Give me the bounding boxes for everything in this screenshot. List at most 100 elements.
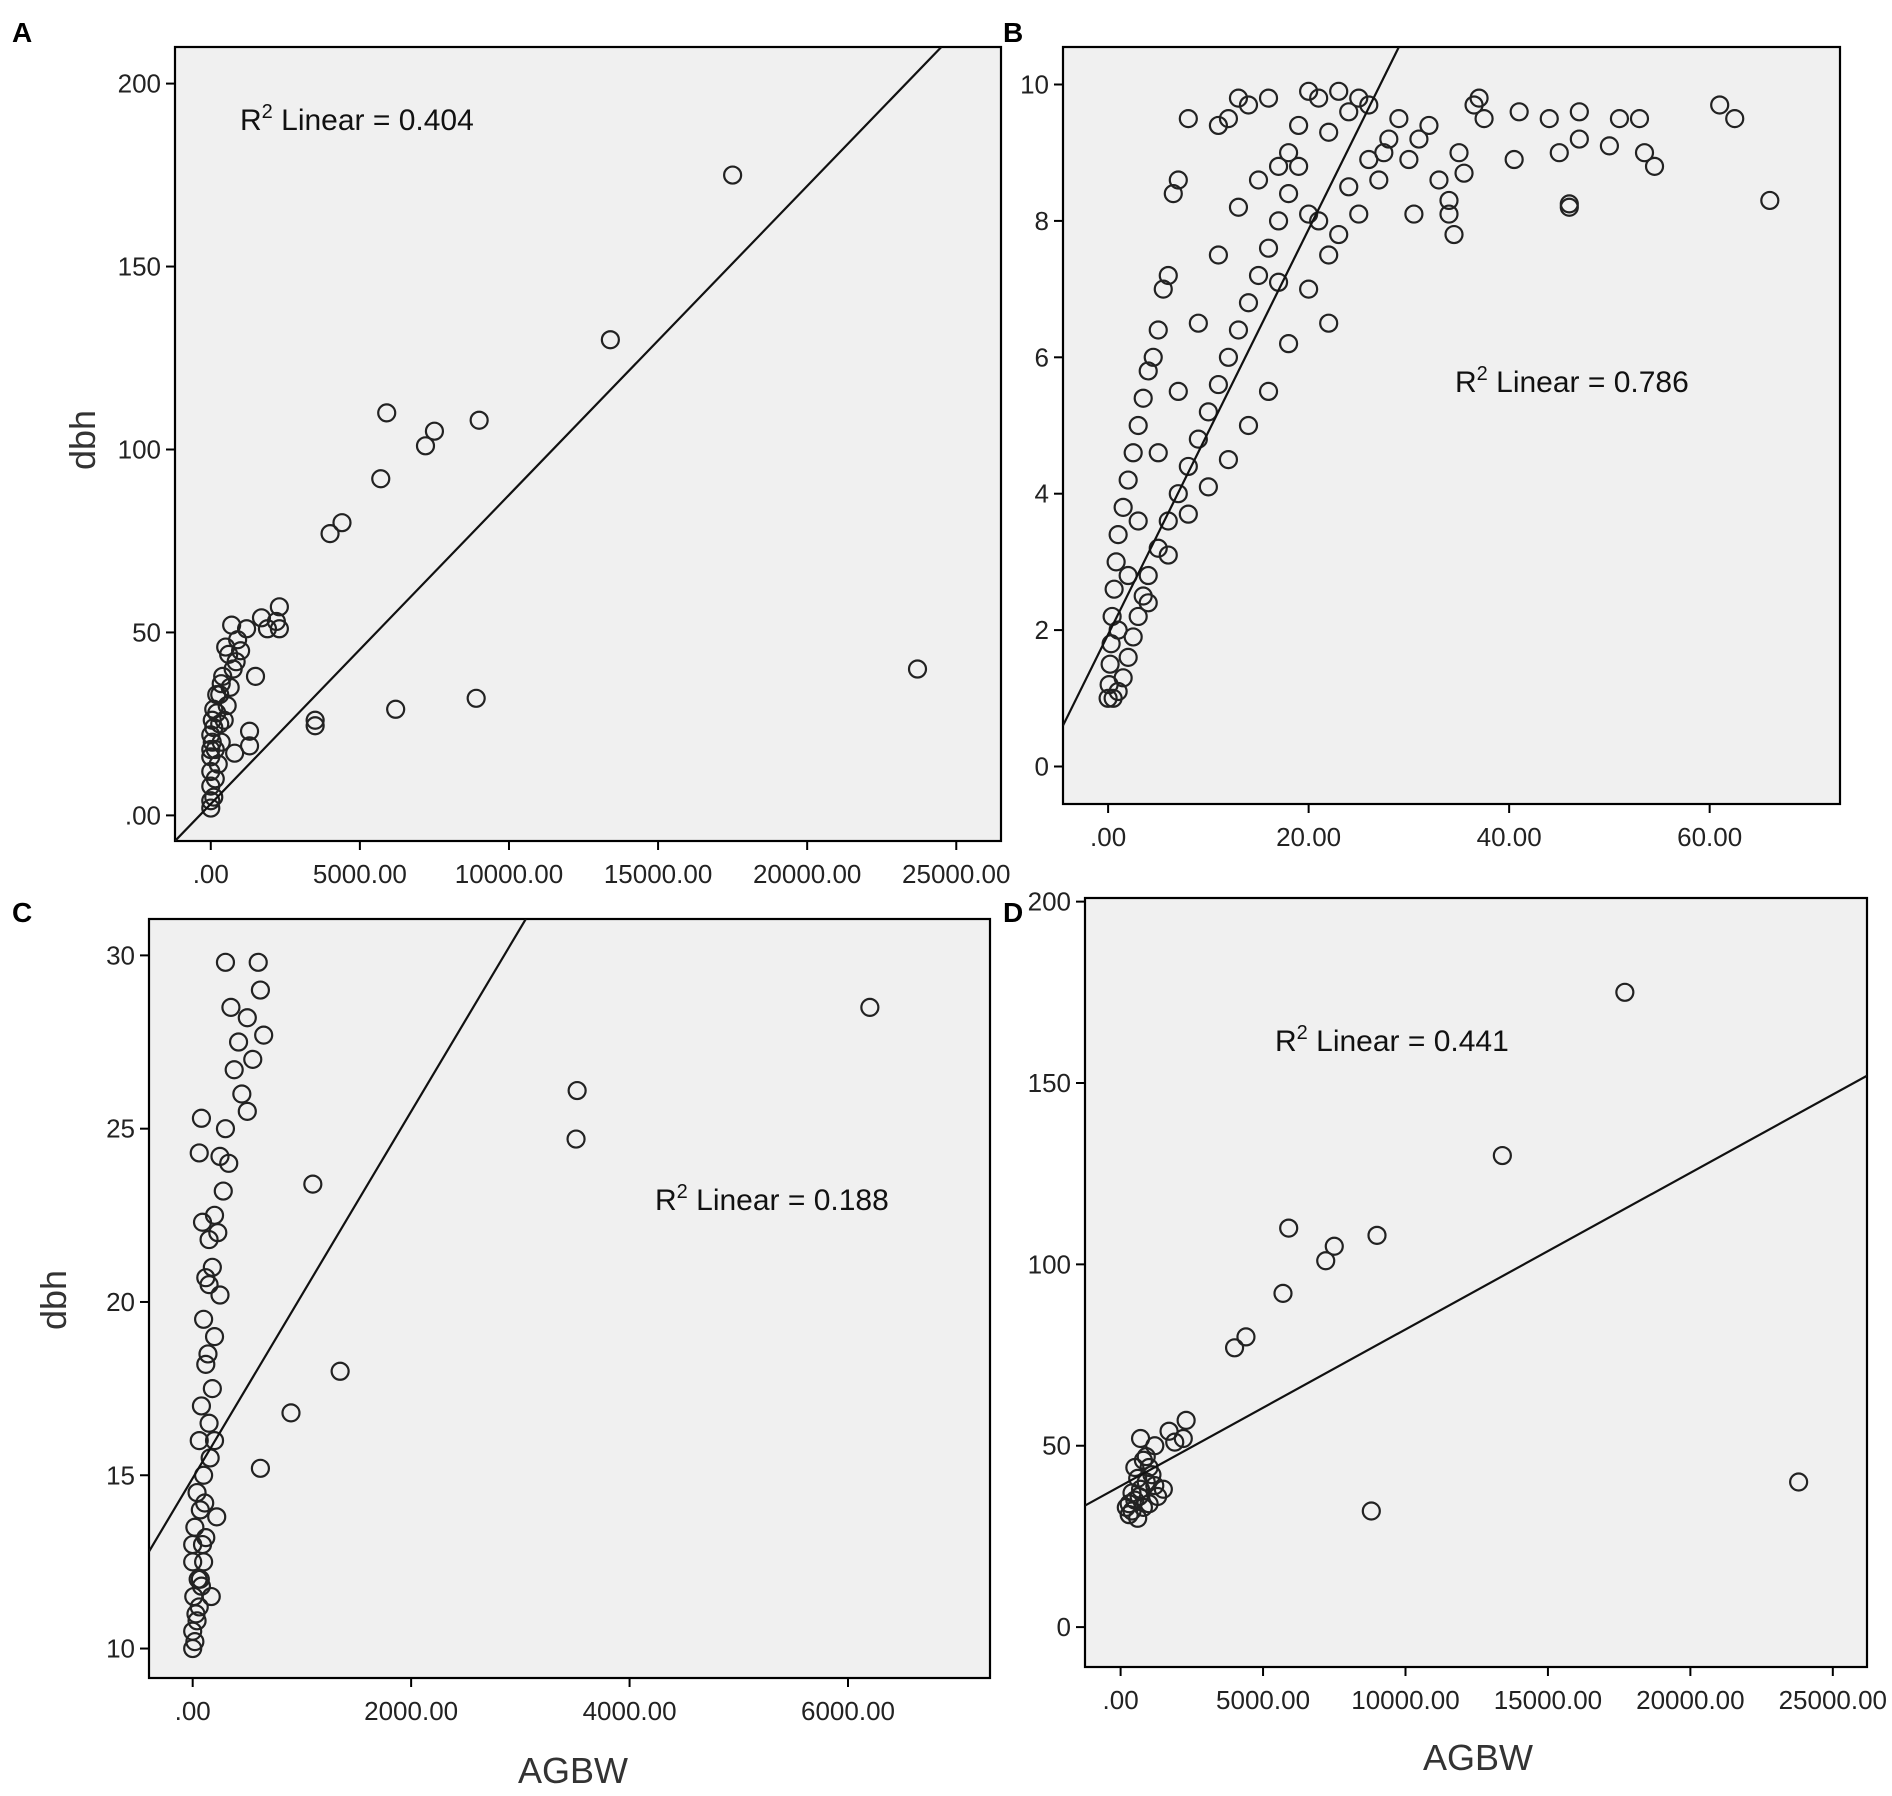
- y-tick-label: 100: [1028, 1249, 1071, 1279]
- y-tick-label: 100: [118, 434, 161, 464]
- plot-area: [147, 917, 992, 1680]
- scatter-point: [245, 666, 266, 686]
- scatter-point: [1504, 149, 1524, 170]
- scatter-point: [1599, 136, 1620, 156]
- scatter-point: [466, 688, 486, 708]
- scatter-point: [1309, 88, 1329, 108]
- scatter-point: [305, 710, 325, 730]
- scatter-point: [332, 513, 352, 533]
- scatter-point: [1148, 443, 1168, 463]
- scatter-point: [723, 165, 743, 185]
- x-axis-title: AGBW: [1423, 1737, 1533, 1778]
- scatter-point: [377, 403, 397, 423]
- scatter-point: [1339, 177, 1359, 197]
- scatter-point: [1113, 668, 1133, 688]
- y-tick-label: 15: [106, 1460, 135, 1490]
- scatter-point: [1228, 320, 1249, 340]
- y-tick-label: 0: [1035, 751, 1049, 781]
- scatter-point: [1464, 95, 1484, 115]
- scatter-point: [566, 1129, 586, 1149]
- x-tick-label: 20000.00: [1636, 1685, 1744, 1715]
- scatter-point: [1208, 115, 1229, 136]
- scatter-point: [210, 1285, 230, 1305]
- y-tick-label: 6: [1035, 342, 1049, 372]
- scatter-point: [1299, 279, 1319, 299]
- y-tick-label: 200: [1028, 887, 1071, 917]
- scatter-point: [1492, 1145, 1512, 1166]
- scatter-point: [1258, 238, 1279, 258]
- scatter-point: [183, 1552, 203, 1572]
- scatter-point: [1339, 102, 1359, 122]
- scatter-point: [211, 674, 231, 694]
- scatter-point: [600, 330, 620, 350]
- points: [183, 952, 880, 1659]
- scatter-point: [1118, 647, 1138, 667]
- x-tick-label: 5000.00: [1216, 1685, 1310, 1715]
- scatter-point: [1569, 129, 1589, 149]
- scatter-point: [237, 1101, 257, 1121]
- scatter-point: [1128, 606, 1148, 627]
- scatter-point: [219, 1153, 239, 1173]
- panel-letter: D: [1003, 897, 1023, 928]
- scatter-point: [1238, 415, 1259, 436]
- scatter-point: [1228, 197, 1249, 217]
- scatter-point: [248, 952, 268, 972]
- scatter-point: [1098, 688, 1118, 708]
- scatter-point: [320, 524, 340, 544]
- scatter-point: [239, 736, 260, 756]
- scatter-point: [1168, 484, 1188, 504]
- scatter-point: [1379, 129, 1399, 149]
- y-tick-label: 8: [1035, 206, 1049, 236]
- scatter-point: [1316, 1251, 1336, 1271]
- y-tick-label: 50: [132, 617, 161, 647]
- scatter-point: [1248, 265, 1269, 286]
- scatter-point: [221, 997, 241, 1017]
- scatter-point: [1178, 109, 1198, 129]
- scatter-point: [1324, 1236, 1344, 1256]
- scatter-point: [1218, 347, 1239, 367]
- scatter-point: [1349, 88, 1369, 108]
- scatter-point: [1449, 143, 1469, 163]
- y-tick-label: 200: [118, 69, 161, 99]
- scatter-point: [1569, 102, 1589, 122]
- scatter-point: [1367, 1225, 1387, 1245]
- scatter-point: [1319, 122, 1339, 142]
- y-tick-label: 0: [1057, 1612, 1071, 1642]
- x-tick-label: .00: [193, 859, 229, 889]
- y-tick-label: 10: [106, 1634, 135, 1664]
- scatter-point: [1106, 552, 1126, 572]
- scatter-point: [1108, 525, 1128, 545]
- plot-area: [173, 45, 1003, 843]
- scatter-point: [1178, 504, 1198, 524]
- y-tick-label: 4: [1035, 479, 1049, 509]
- scatter-point: [1268, 211, 1289, 231]
- scatter-point: [1119, 1494, 1139, 1514]
- scatter-point: [187, 1611, 207, 1631]
- scatter-point: [1238, 293, 1259, 313]
- scatter-point: [1159, 1421, 1179, 1441]
- scatter-point: [1359, 95, 1379, 115]
- x-tick-label: 5000.00: [313, 859, 407, 889]
- x-tick-label: 20.00: [1276, 822, 1341, 852]
- scatter-point: [1329, 81, 1349, 101]
- scatter-point: [1539, 109, 1559, 129]
- scatter-point: [204, 1430, 225, 1451]
- scatter-point: [1188, 313, 1208, 333]
- x-tick-label: 10000.00: [455, 859, 563, 889]
- points: [1116, 982, 1809, 1528]
- scatter-point: [185, 1632, 205, 1652]
- x-tick-label: 25000.00: [1779, 1685, 1887, 1715]
- scatter-point: [232, 1084, 252, 1104]
- plot-area: [1083, 896, 1869, 1669]
- scatter-point: [1289, 156, 1309, 176]
- scatter-point: [1143, 347, 1163, 367]
- scatter-point: [1128, 415, 1148, 436]
- y-tick-label: 150: [118, 252, 161, 282]
- scatter-point: [1238, 95, 1259, 115]
- scatter-point: [1188, 429, 1208, 449]
- fit-line: [1085, 1074, 1867, 1507]
- scatter-point: [567, 1080, 587, 1101]
- scatter-point: [1409, 129, 1429, 149]
- scatter-point: [1248, 170, 1269, 190]
